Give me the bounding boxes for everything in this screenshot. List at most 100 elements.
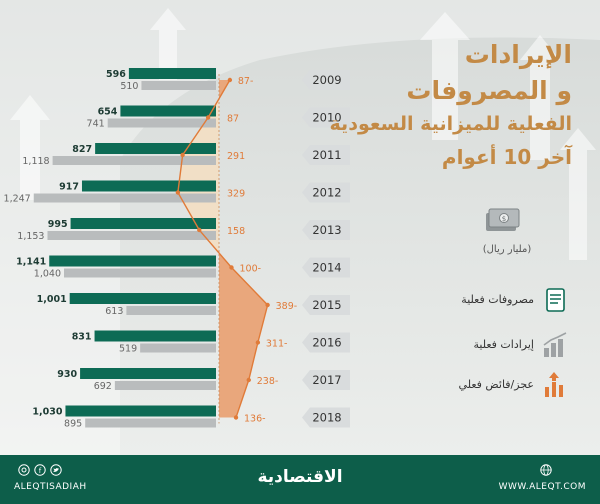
legend-item-revenue: إيرادات فعلية [440,330,570,360]
globe-icon[interactable] [540,464,552,476]
expenses-value-label: 1,001 [37,294,67,305]
balance-point [175,190,181,195]
revenue-bar [47,231,216,240]
expenses-bar [95,143,216,154]
revenue-bar [141,81,216,90]
twitter-icon[interactable] [50,464,62,476]
revenue-bars-icon [543,332,567,357]
year-label: 2013 [312,223,341,237]
legend-label-balance: عجز/فائض فعلي [458,378,534,391]
balance-value-label: 329 [227,189,245,200]
title-line-3: الفعلية للميزانية السعودية [329,113,572,135]
instagram-icon[interactable] [18,464,30,476]
expenses-value-label: 930 [57,369,77,380]
year-tab [302,220,350,240]
balance-point [233,415,239,420]
revenue-bar [64,268,216,278]
revenue-bar [114,381,216,390]
expenses-bar [80,368,216,379]
expenses-value-label: 917 [59,182,79,193]
year-label: 2009 [312,73,341,87]
balance-value-label: 311- [266,339,288,350]
year-tab [302,107,350,128]
balance-point [205,115,211,120]
year-tab [302,332,350,353]
revenue-value-label: 1,040 [34,269,61,280]
year-tab [302,407,350,428]
expenses-value-label: 831 [72,332,92,343]
money-stack-icon: $ [486,208,520,231]
year-label: 2014 [312,261,341,275]
balance-point [265,302,270,308]
expenses-value-label: 1,030 [32,407,62,418]
year-tab [302,182,350,203]
expenses-value-label: 596 [106,69,126,80]
svg-text:f: f [39,467,42,475]
balance-point [255,340,261,345]
revenue-value-label: 1,153 [17,231,44,242]
balance-point [197,227,202,233]
revenue-bar [140,343,216,353]
expenses-bar [70,218,216,229]
year-tab [302,370,350,390]
revenue-bar [52,156,216,165]
revenue-bar [126,306,216,315]
revenue-bar [33,193,216,203]
bars-group [33,68,350,428]
balance-value-label: 291 [227,151,245,162]
year-label: 2016 [312,336,341,350]
balance-value-label: 238- [257,376,279,387]
expenses-bar [94,330,216,342]
expenses-value-label: 654 [98,107,118,118]
revenue-bar [85,418,216,428]
year-label: 2017 [312,373,341,387]
brand-logo: الاقتصادية [257,467,343,487]
year-label: 2010 [312,111,341,125]
expenses-bar [65,405,216,417]
revenue-value-label: 1,247 [4,194,31,205]
expenses-bar [81,180,216,192]
footer-website[interactable]: WWW.ALEQT.COM [498,482,586,492]
facebook-icon[interactable]: f [34,464,46,476]
balance-value-label: 389- [276,301,298,312]
revenue-value-label: 692 [94,381,112,392]
expenses-value-label: 1,141 [16,257,46,268]
expenses-value-label: 995 [48,219,68,230]
revenue-value-label: 895 [64,419,82,430]
revenue-value-label: 519 [119,344,137,355]
expenses-bar [120,105,216,117]
title-line-1: الإيرادات [464,40,572,69]
expenses-bar [69,293,216,304]
year-tab [302,70,350,90]
balance-point [180,152,185,158]
svg-text:$: $ [502,215,506,223]
expenses-bar [128,68,216,79]
legend-label-revenue: إيرادات فعلية [473,338,534,351]
balance-value-label: 158 [227,226,245,237]
footer-handle[interactable]: ALEQTISADIAH [14,482,87,492]
balance-line [177,79,269,418]
balance-point [229,265,234,270]
year-label: 2018 [312,411,341,425]
year-label: 2012 [312,186,341,200]
year-tab [302,145,350,165]
deficit-surplus-icon [545,372,563,397]
expenses-document-icon [546,288,565,312]
expenses-value-label: 827 [72,144,92,155]
revenue-value-label: 741 [87,119,105,130]
year-tab [302,257,350,278]
balance-area [177,80,268,418]
deficit-fill [219,80,268,418]
year-label: 2015 [312,298,341,312]
balance-point [246,377,251,383]
expenses-bar [49,255,216,267]
year-label: 2011 [312,148,341,162]
balance-value-label: 87- [238,76,254,87]
balance-value-label: 87 [227,114,239,125]
balance-value-label: 136- [244,414,266,425]
year-tab [302,295,350,315]
revenue-value-label: 1,118 [22,156,49,167]
title-line-4: آخر 10 أعوام [441,145,572,169]
